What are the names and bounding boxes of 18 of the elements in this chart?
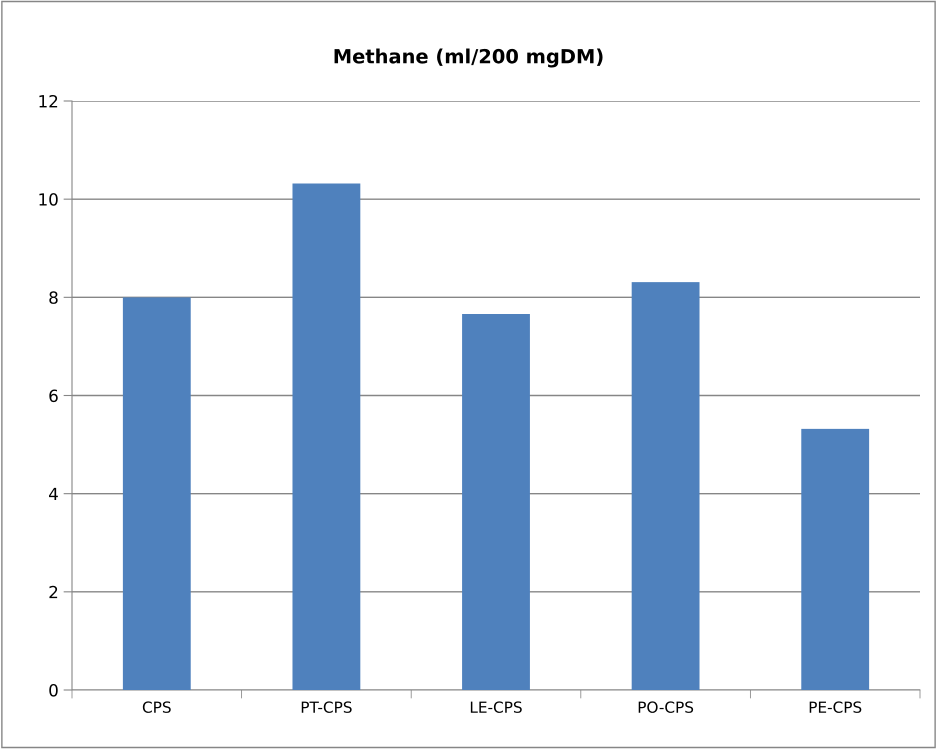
bar <box>292 183 360 690</box>
bar <box>122 297 191 690</box>
bar <box>801 428 870 690</box>
x-tick-label: PO-CPS <box>638 701 694 713</box>
y-tick-label: 12 <box>39 94 58 108</box>
y-tick-label: 6 <box>49 389 58 402</box>
y-tick-label: 0 <box>49 684 58 697</box>
y-tick-label: 2 <box>49 586 58 598</box>
y-tick-label: 8 <box>49 291 58 304</box>
x-tick-label: CPS <box>142 701 171 713</box>
chart-title: Methane (ml/200 mgDM) <box>334 48 603 68</box>
bar <box>632 282 700 690</box>
bar <box>462 314 530 690</box>
y-tick-label: 4 <box>49 488 58 500</box>
y-tick-label: 10 <box>39 193 58 206</box>
x-tick-label: PE-CPS <box>810 701 862 713</box>
x-tick-label: LE-CPS <box>470 701 522 713</box>
x-tick-label: PT-CPS <box>302 701 352 713</box>
